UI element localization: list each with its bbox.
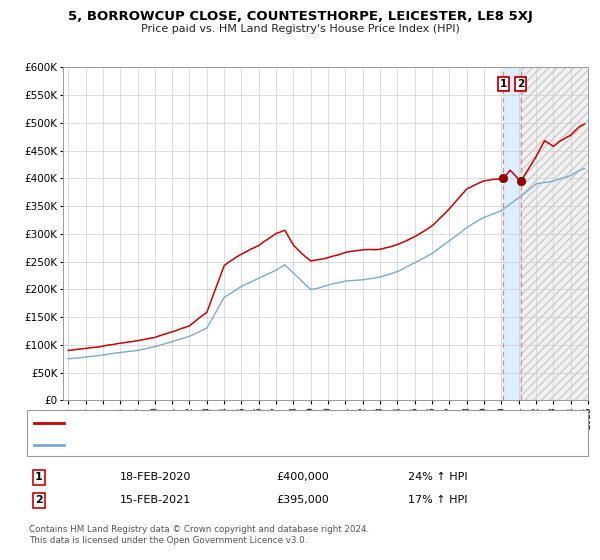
Text: 5, BORROWCUP CLOSE, COUNTESTHORPE, LEICESTER, LE8 5XJ (detached house): 5, BORROWCUP CLOSE, COUNTESTHORPE, LEICE…: [68, 418, 470, 428]
Text: HPI: Average price, detached house, Blaby: HPI: Average price, detached house, Blab…: [68, 440, 280, 450]
Text: 2: 2: [517, 79, 524, 89]
Bar: [503, 67, 521, 400]
Text: Contains HM Land Registry data © Crown copyright and database right 2024.
This d: Contains HM Land Registry data © Crown c…: [29, 525, 369, 545]
Bar: [521, 67, 600, 400]
Text: 15-FEB-2021: 15-FEB-2021: [120, 495, 191, 505]
Text: 18-FEB-2020: 18-FEB-2020: [120, 472, 191, 482]
Text: 24% ↑ HPI: 24% ↑ HPI: [408, 472, 467, 482]
Text: 1: 1: [35, 472, 43, 482]
Text: 17% ↑ HPI: 17% ↑ HPI: [408, 495, 467, 505]
Text: £400,000: £400,000: [276, 472, 329, 482]
Text: £395,000: £395,000: [276, 495, 329, 505]
Text: 5, BORROWCUP CLOSE, COUNTESTHORPE, LEICESTER, LE8 5XJ: 5, BORROWCUP CLOSE, COUNTESTHORPE, LEICE…: [68, 10, 532, 23]
Text: 2: 2: [35, 495, 43, 505]
Text: Price paid vs. HM Land Registry's House Price Index (HPI): Price paid vs. HM Land Registry's House …: [140, 24, 460, 34]
Text: 1: 1: [500, 79, 507, 89]
